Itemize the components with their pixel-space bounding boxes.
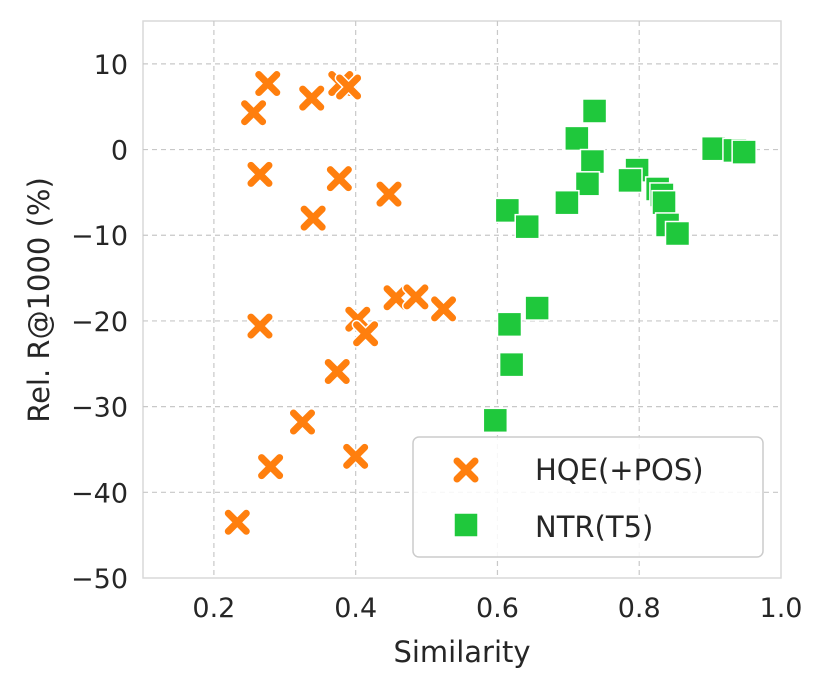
legend: HQE(+POS) NTR(T5) <box>412 436 764 558</box>
data-point-x-marker <box>325 164 354 193</box>
data-point-x-marker <box>382 283 411 312</box>
data-point-x-marker <box>374 180 403 209</box>
legend-label-hqe: HQE(+POS) <box>535 453 704 487</box>
data-point-square-marker <box>664 220 691 247</box>
legend-marker-x <box>452 456 480 484</box>
data-point-x-marker <box>429 294 458 323</box>
y-axis-label: Rel. R@1000 (%) <box>22 177 56 423</box>
data-point-x-marker <box>297 84 326 113</box>
y-tick-label: −20 <box>71 307 128 338</box>
data-point-square-marker <box>524 295 550 321</box>
data-point-x-marker <box>299 204 328 233</box>
data-point-x-marker <box>223 508 252 537</box>
data-point-x-marker <box>288 408 317 437</box>
x-tick-label: 0.4 <box>334 593 377 624</box>
data-points <box>223 69 757 537</box>
data-point-x-marker <box>253 69 282 98</box>
legend-box <box>412 436 764 558</box>
data-point-square-marker <box>651 189 677 216</box>
data-point-x-marker <box>334 72 363 101</box>
data-point-square-marker <box>564 125 590 152</box>
data-point-x-marker <box>239 98 268 127</box>
data-point-square-marker <box>700 135 727 162</box>
data-point-square-marker <box>579 148 606 175</box>
legend-label-ntr: NTR(T5) <box>535 510 653 544</box>
x-tick-label: 0.8 <box>618 593 661 624</box>
data-point-square-marker <box>498 351 525 378</box>
data-point-square-marker <box>617 167 643 194</box>
y-tick-label: −40 <box>71 478 128 509</box>
data-point-x-marker <box>401 282 430 311</box>
data-point-square-marker <box>581 98 608 124</box>
data-point-square-marker <box>731 139 757 165</box>
data-point-square-marker <box>554 189 580 216</box>
data-point-x-marker <box>323 357 352 386</box>
data-point-x-marker <box>351 319 380 348</box>
x-tick-label: 1.0 <box>760 593 803 624</box>
data-point-x-marker <box>245 160 274 189</box>
x-axis-label: Similarity <box>393 635 530 669</box>
data-point-x-marker <box>256 452 285 481</box>
x-tick-labels: 0.2 0.4 0.6 0.8 1.0 <box>192 593 802 624</box>
y-tick-labels: 10 0 −10 −20 −30 −40 −50 <box>71 50 128 595</box>
data-point-x-marker <box>341 442 370 471</box>
y-tick-label: 10 <box>94 50 128 81</box>
series-hqe-pos- <box>223 69 458 537</box>
legend-marker-square <box>453 512 479 538</box>
data-point-square-marker <box>514 213 540 240</box>
y-tick-label: −50 <box>71 564 128 595</box>
data-point-square-marker <box>482 407 509 434</box>
x-tick-label: 0.6 <box>476 593 519 624</box>
x-tick-label: 0.2 <box>192 593 235 624</box>
y-tick-label: 0 <box>111 136 128 167</box>
y-tick-label: −10 <box>71 221 128 252</box>
y-tick-label: −30 <box>71 393 128 424</box>
data-point-square-marker <box>496 311 523 338</box>
series-ntr-t5- <box>482 98 757 434</box>
data-point-x-marker <box>245 312 274 341</box>
